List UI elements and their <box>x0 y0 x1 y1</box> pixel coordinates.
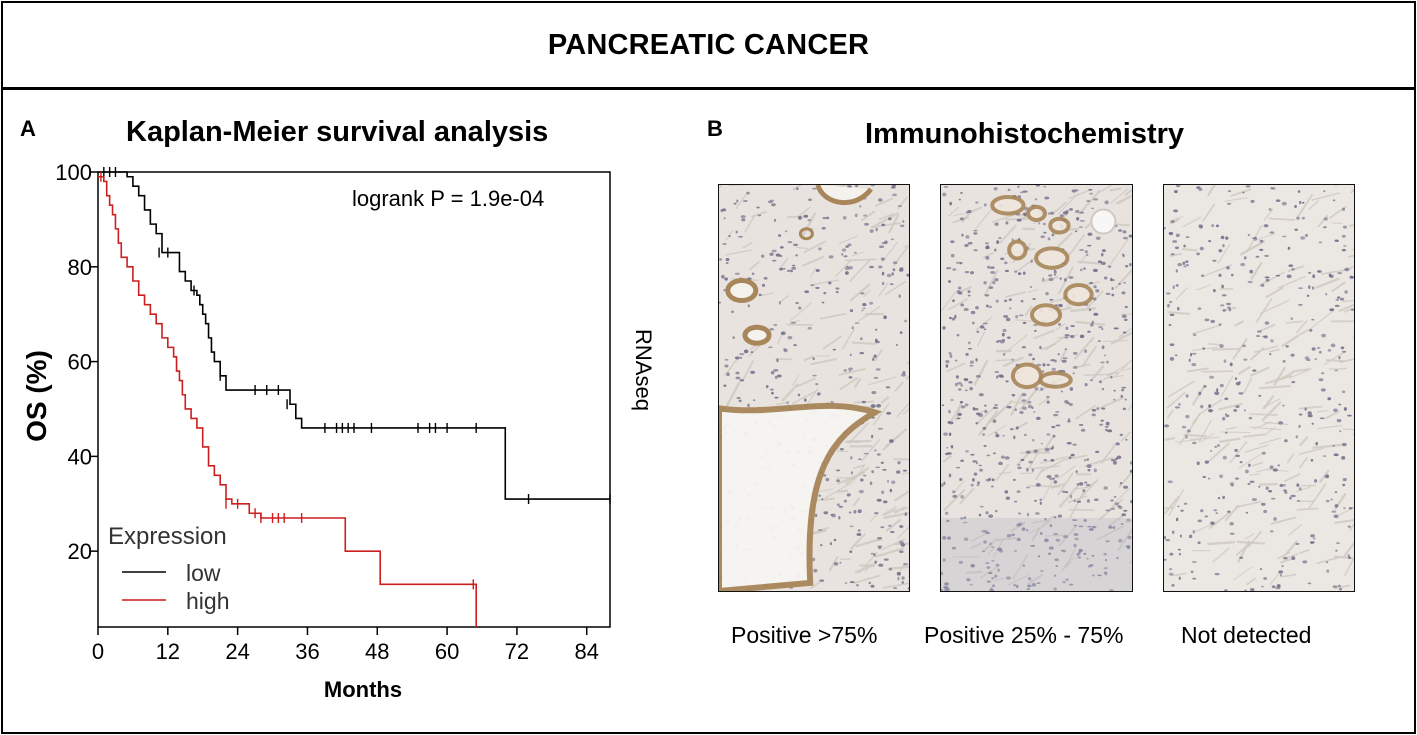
x-tick-label: 24 <box>225 639 249 664</box>
x-tick-label: 48 <box>365 639 389 664</box>
y-tick-label: 80 <box>68 255 92 280</box>
x-tick-label: 12 <box>156 639 180 664</box>
y-tick-label: 40 <box>68 444 92 469</box>
panel-a-label: A <box>20 116 36 141</box>
series-line-high <box>98 175 477 627</box>
x-axis: 0 12 24 36 48 60 72 84 <box>92 627 599 664</box>
ihc-caption-moderate: Positive 25% - 75% <box>924 622 1124 648</box>
y-tick-label: 60 <box>68 350 92 375</box>
legend-label-high: high <box>186 588 229 614</box>
ihc-image-moderate <box>940 184 1133 592</box>
x-tick-label: 36 <box>295 639 319 664</box>
x-axis-label: Months <box>324 677 402 702</box>
tissue-texture <box>1164 185 1354 591</box>
legend-title: Expression <box>108 523 227 550</box>
series-line-low <box>98 171 610 500</box>
ihc-image-none <box>1163 184 1355 592</box>
ihc-image-strong <box>718 184 910 592</box>
panel-a-title: Kaplan-Meier survival analysis <box>126 116 549 148</box>
ihc-caption-strong: Positive >75% <box>731 622 878 648</box>
plot-frame <box>97 171 611 628</box>
legend-label-low: low <box>186 560 221 586</box>
series-layer <box>98 167 611 627</box>
panel-b-title: Immunohistochemistry <box>865 118 1185 150</box>
tissue-texture <box>941 185 1132 591</box>
figure-title: PANCREATIC CANCER <box>547 28 870 61</box>
x-tick-label: 84 <box>574 639 598 664</box>
y-tick-label: 20 <box>68 539 92 564</box>
ihc-caption-none: Not detected <box>1181 622 1312 648</box>
x-tick-label: 0 <box>92 639 104 664</box>
tissue-texture <box>719 185 909 591</box>
x-tick-label: 72 <box>505 639 529 664</box>
y-axis-label: OS (%) <box>21 350 52 442</box>
y-tick-label: 100 <box>55 160 92 185</box>
logrank-annotation: logrank P = 1.9e-04 <box>352 186 544 211</box>
figure-header: PANCREATIC CANCER <box>3 3 1414 90</box>
panel-b-label: B <box>707 116 723 141</box>
rnaseq-label: RNAseq <box>631 329 656 411</box>
x-tick-label: 60 <box>435 639 459 664</box>
y-axis: 20 40 60 80 100 <box>55 160 98 564</box>
km-chart: 20 40 60 80 100 0 12 24 36 48 60 72 84 logrank P = … <box>21 160 656 702</box>
